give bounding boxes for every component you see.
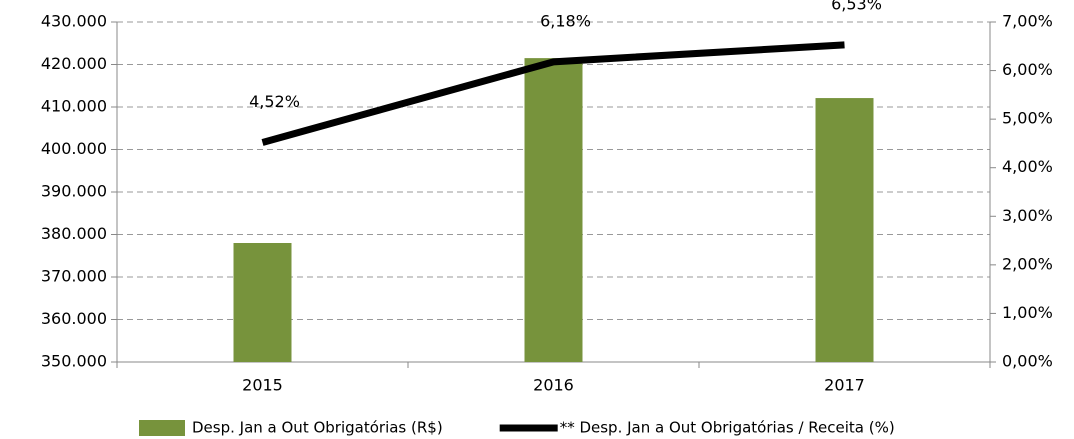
y2-tick-label: 7,00% <box>1002 12 1053 31</box>
y2-tick-label: 4,00% <box>1002 157 1053 176</box>
y-tick-label: 390.000 <box>41 182 107 201</box>
x-tick-label: 2015 <box>242 376 283 395</box>
x-tick-label: 2017 <box>824 376 865 395</box>
y-tick-label: 370.000 <box>41 267 107 286</box>
bar <box>233 243 292 362</box>
data-label: 6,53% <box>831 0 882 13</box>
y-tick-label: 380.000 <box>41 224 107 243</box>
y-tick-label: 360.000 <box>41 309 107 328</box>
y2-tick-label: 2,00% <box>1002 254 1053 273</box>
data-label: 4,52% <box>249 92 300 111</box>
bar <box>815 98 874 362</box>
legend-label: Desp. Jan a Out Obrigatórias (R$) <box>192 419 443 437</box>
y-tick-label: 420.000 <box>41 54 107 73</box>
line <box>261 41 845 146</box>
y2-tick-label: 1,00% <box>1002 303 1053 322</box>
y-tick-label: 410.000 <box>41 97 107 116</box>
y-tick-label: 430.000 <box>41 12 107 31</box>
legend-swatch <box>139 420 185 436</box>
y2-tick-label: 0,00% <box>1002 352 1053 371</box>
y-tick-label: 350.000 <box>41 352 107 371</box>
bar <box>524 58 583 362</box>
y2-tick-label: 5,00% <box>1002 109 1053 128</box>
y-tick-label: 400.000 <box>41 139 107 158</box>
y2-tick-label: 6,00% <box>1002 60 1053 79</box>
legend-label: ** Desp. Jan a Out Obrigatórias / Receit… <box>560 419 895 437</box>
legend: Desp. Jan a Out Obrigatórias (R$) ** Desp… <box>139 419 895 437</box>
x-tick-label: 2016 <box>533 376 574 395</box>
y2-tick-label: 3,00% <box>1002 206 1053 225</box>
data-label: 6,18% <box>540 11 591 30</box>
